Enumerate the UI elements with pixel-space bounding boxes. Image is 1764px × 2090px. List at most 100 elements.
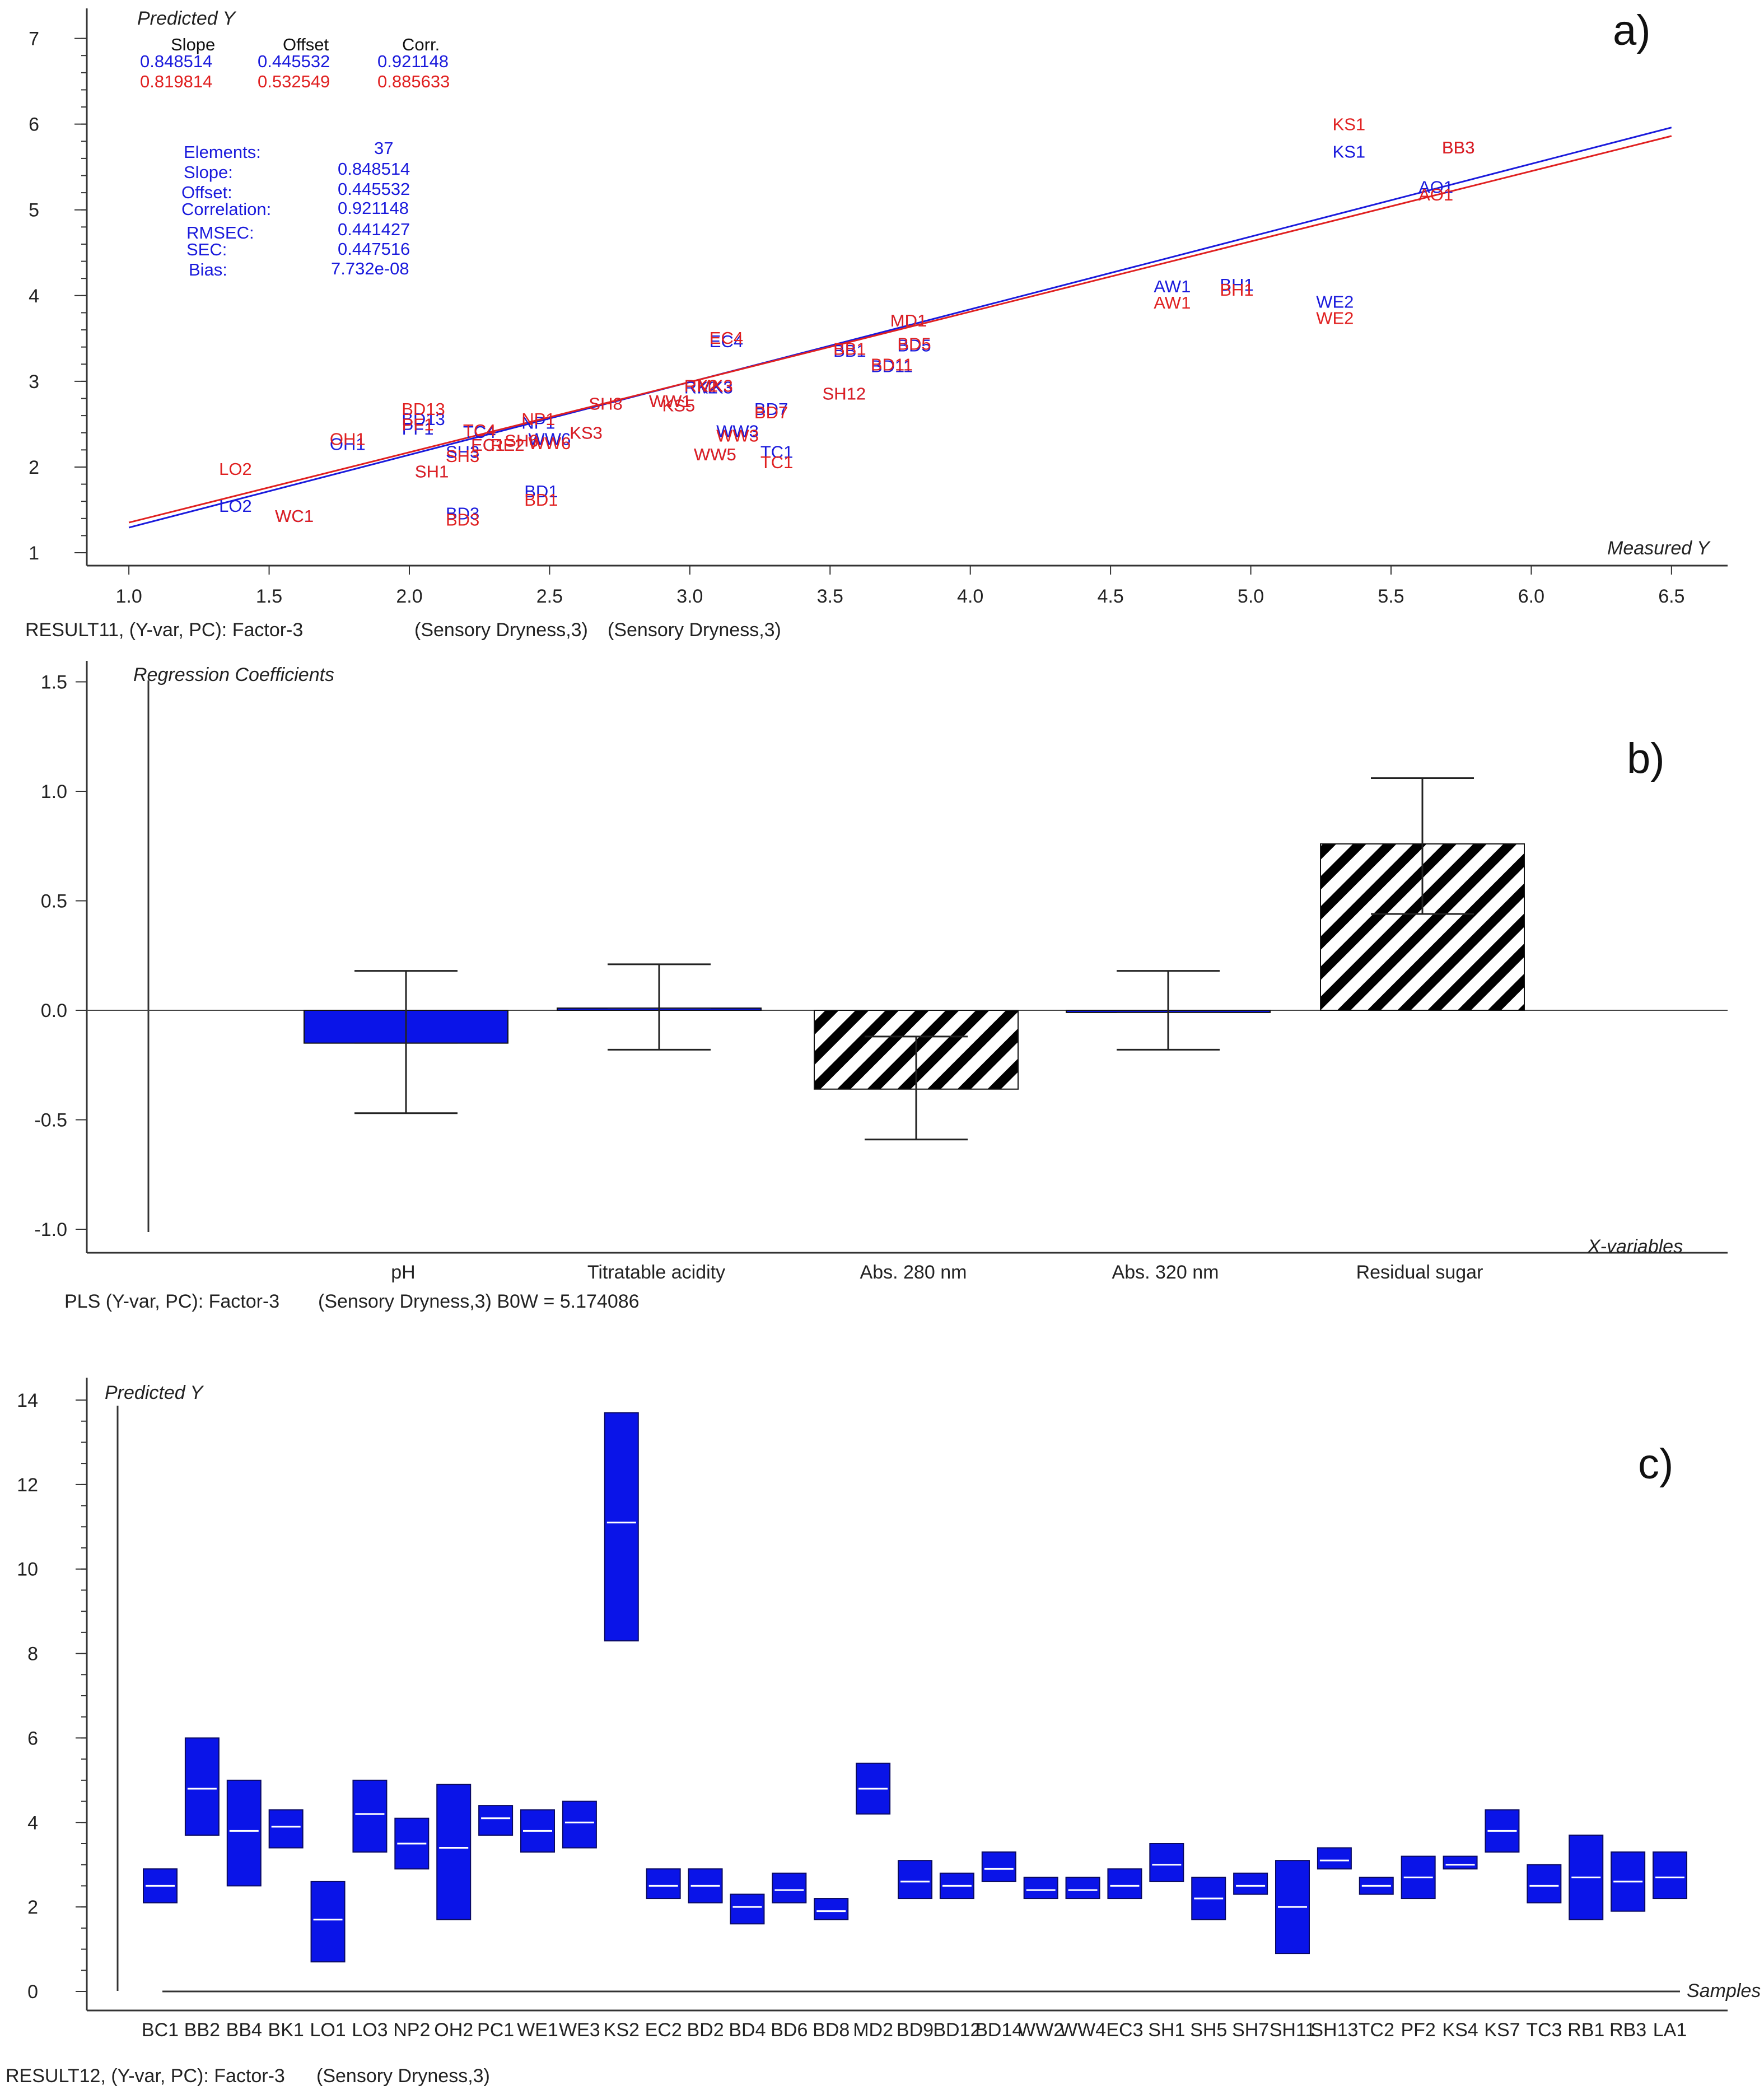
sample-label: BC1 bbox=[142, 2019, 179, 2041]
panel-a-y-tick-label: 7 bbox=[29, 29, 39, 50]
point-label-validation: SH3 bbox=[446, 446, 479, 466]
point-label-validation: KS1 bbox=[1333, 115, 1366, 134]
point-label-validation: EC1 bbox=[471, 435, 505, 455]
panel-a-y-tick-label: 4 bbox=[29, 286, 39, 307]
point-label-validation: BB1 bbox=[833, 339, 866, 359]
point-label-calibration: SH12 bbox=[823, 384, 866, 403]
stat-blue-corr: 0.921148 bbox=[377, 52, 449, 71]
point-label-calibration: RK2 bbox=[684, 378, 718, 398]
x-variable-label: Residual sugar bbox=[1356, 1262, 1483, 1283]
point-label-calibration: MD1 bbox=[890, 311, 927, 330]
panel-a-x-tick-label: 2.5 bbox=[536, 586, 563, 607]
x-variable-label: Abs. 280 nm bbox=[860, 1262, 967, 1283]
panel-b-caption: PLS (Y-var, PC): Factor-3 bbox=[64, 1291, 279, 1312]
sample-box bbox=[1317, 1847, 1352, 1870]
point-label-calibration: BD13 bbox=[402, 409, 445, 429]
point-label-calibration: NP1 bbox=[521, 413, 555, 432]
sample-box bbox=[898, 1860, 932, 1900]
sample-label: TC2 bbox=[1359, 2019, 1394, 2041]
point-label-validation: MK3 bbox=[697, 376, 733, 396]
panel-a-y-title: Predicted Y bbox=[137, 8, 236, 29]
regression-line-calibration bbox=[128, 127, 1672, 529]
detail-label: Bias: bbox=[189, 260, 227, 279]
point-label-calibration: BD3 bbox=[446, 504, 479, 524]
detail-label: Correlation: bbox=[181, 199, 271, 219]
x-variable-label: pH bbox=[391, 1262, 415, 1283]
panel-a-scatter-plot: 1 2 3 4 5 6 7 1.0 1.5 2.0 2.5 3.0 3.5 4.0 4.5 5.0 5.5 6.… bbox=[25, 7, 1728, 641]
point-label-validation: RE2 bbox=[491, 435, 524, 455]
panel-b-caption-blue: (Sensory Dryness,3) B0W = 5.174086 bbox=[318, 1291, 640, 1312]
detail-value: 0.441427 bbox=[338, 220, 410, 239]
sample-label: BD8 bbox=[813, 2019, 850, 2041]
panel-a-y-tick-label: 2 bbox=[29, 457, 39, 478]
panel-a-details: Elements: 37 Slope: 0.848514 Offset: 0.4… bbox=[181, 138, 410, 279]
sample-box bbox=[478, 1805, 514, 1836]
sample-label: LO1 bbox=[310, 2019, 346, 2041]
panel-a-x-title: Measured Y bbox=[1607, 538, 1711, 559]
stat-header-offset: Offset bbox=[283, 35, 329, 54]
panel-a-y-ticks: 1 2 3 4 5 6 7 bbox=[29, 29, 87, 564]
panel-a-stat-table: Slope Offset Corr. 0.848514 0.445532 0.9… bbox=[140, 35, 450, 91]
sample-box bbox=[772, 1872, 807, 1904]
detail-value: 0.921148 bbox=[338, 198, 409, 218]
sample-label: OH2 bbox=[434, 2019, 473, 2041]
panel-a-x-tick-label: 5.5 bbox=[1378, 586, 1404, 607]
stat-blue-offset: 0.445532 bbox=[258, 52, 330, 71]
sample-box bbox=[981, 1851, 1016, 1882]
stat-blue-slope: 0.848514 bbox=[140, 52, 212, 71]
sample-label: WW2 bbox=[1018, 2019, 1064, 2041]
panel-c-y-tick-label: 14 bbox=[17, 1390, 38, 1411]
panel-b-y-ticks: -1.0 -0.5 0.0 0.5 1.0 1.5 bbox=[34, 672, 87, 1240]
sample-label: WW4 bbox=[1060, 2019, 1106, 2041]
point-label-calibration: RE2 bbox=[491, 435, 524, 455]
panel-c-x-title: Samples bbox=[1687, 1980, 1761, 2002]
panel-b-x-labels: pH Titratable acidity Abs. 280 nm Abs. 320 … bbox=[391, 1262, 1483, 1283]
point-label-calibration: SH1 bbox=[415, 462, 449, 482]
panel-a-x-tick-label: 4.0 bbox=[957, 586, 983, 607]
point-label-calibration: BD11 bbox=[871, 356, 913, 376]
point-label-validation: MD1 bbox=[890, 311, 927, 330]
point-label-validation: BD11 bbox=[871, 354, 913, 374]
panel-c-x-labels: BC1 BB2 BB4 BK1 LO1 LO3 NP2 OH2 PC1 WE1 WE3 KS2 EC2 B… bbox=[142, 2019, 1687, 2041]
sample-label: SH7 bbox=[1232, 2019, 1269, 2041]
sample-box bbox=[184, 1737, 220, 1836]
panel-a-x-tick-label: 4.5 bbox=[1097, 586, 1123, 607]
panel-a-caption: RESULT11, (Y-var, PC): Factor-3 bbox=[25, 619, 303, 641]
panel-c-y-tick-label: 8 bbox=[27, 1644, 38, 1665]
x-variable-label: Abs. 320 nm bbox=[1112, 1262, 1219, 1283]
sample-box bbox=[1107, 1868, 1142, 1900]
panel-c-y-tick-label: 2 bbox=[27, 1897, 38, 1918]
point-label-validation: SH1 bbox=[415, 462, 449, 482]
point-label-validation: BD1 bbox=[524, 490, 558, 510]
sample-label: TC3 bbox=[1526, 2019, 1562, 2041]
point-label-calibration: AO1 bbox=[1418, 177, 1453, 197]
point-label-validation: BD3 bbox=[446, 510, 479, 529]
panel-a-caption-red: (Sensory Dryness,3) bbox=[608, 619, 781, 641]
point-label-calibration: TC4 bbox=[463, 422, 496, 442]
panel-c-y-tick-label: 0 bbox=[27, 1981, 38, 2003]
sample-box bbox=[1023, 1877, 1058, 1900]
sample-box bbox=[268, 1809, 304, 1849]
point-label-validation: BD5 bbox=[897, 334, 931, 354]
detail-value: 7.732e-08 bbox=[331, 259, 409, 278]
panel-a-x-tick-label: 6.0 bbox=[1518, 586, 1544, 607]
sample-box bbox=[604, 1412, 639, 1641]
point-label-validation: KS5 bbox=[662, 396, 695, 416]
panel-c-caption-blue: (Sensory Dryness,3) bbox=[316, 2065, 490, 2087]
panel-a-y-tick-label: 6 bbox=[29, 114, 39, 136]
panel-c-y-tick-label: 6 bbox=[27, 1728, 38, 1749]
detail-value: 0.445532 bbox=[338, 179, 410, 199]
point-label-calibration: WW3 bbox=[716, 422, 759, 441]
panel-a-letter: a) bbox=[1613, 7, 1651, 54]
sample-box bbox=[1527, 1864, 1562, 1904]
detail-label: Slope: bbox=[184, 162, 233, 182]
sample-label: NP2 bbox=[393, 2019, 430, 2041]
sample-label: KS4 bbox=[1442, 2019, 1478, 2041]
detail-value: 37 bbox=[374, 138, 393, 158]
point-label-calibration: WC1 bbox=[275, 506, 314, 526]
point-label-validation: EC4 bbox=[710, 328, 743, 348]
sample-label: LO3 bbox=[352, 2019, 388, 2041]
